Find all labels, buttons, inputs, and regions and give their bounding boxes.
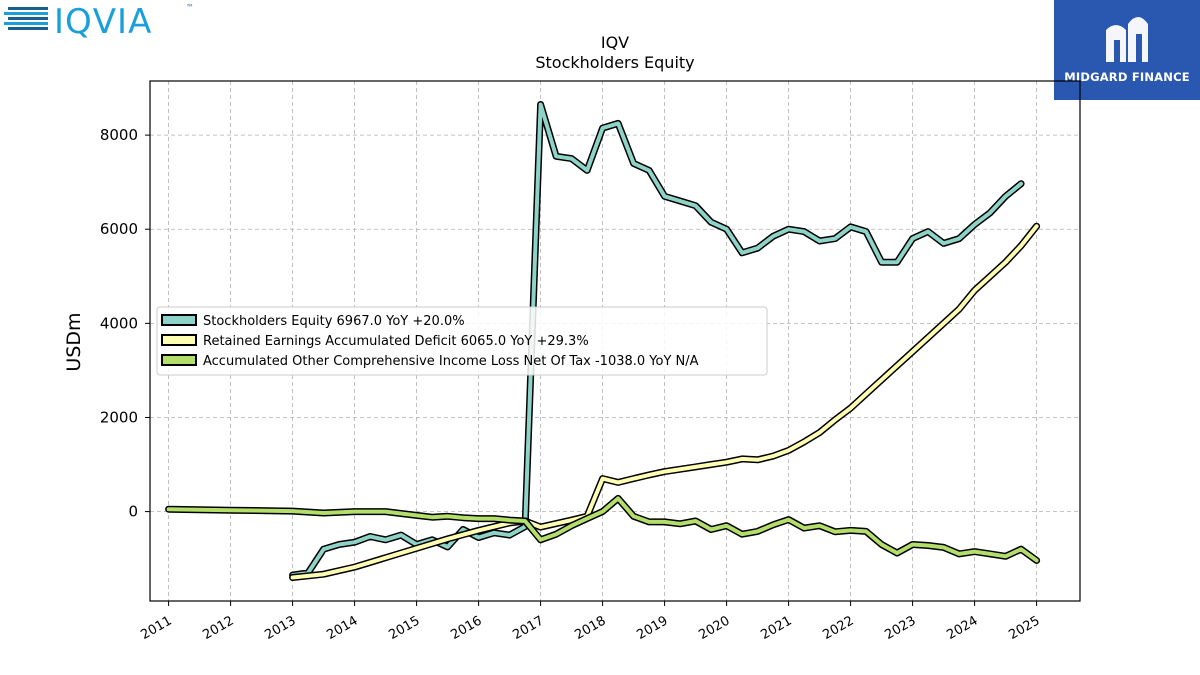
y-axis: 0 2000 4000 6000 8000	[100, 126, 150, 521]
series-2-line	[290, 224, 1039, 580]
x-tick-label: 2024	[944, 613, 980, 643]
y-tick-label: 6000	[100, 220, 138, 238]
series-3	[165, 494, 1041, 564]
legend-swatch-2	[161, 334, 197, 346]
x-axis: 2011 2012 2013 2014 2015 2016 2017 2018 2019 2020…	[138, 601, 1043, 643]
x-tick-label: 2016	[448, 613, 484, 643]
x-tick-label: 2015	[386, 613, 422, 643]
midgard-finance-logo: MIDGARD FINANCE	[1054, 0, 1200, 100]
midgard-wordmark: MIDGARD FINANCE	[1064, 70, 1190, 84]
x-tick-label: 2025	[1006, 613, 1042, 643]
chart-subtitle: Stockholders Equity	[535, 53, 694, 72]
legend: Stockholders Equity 6967.0 YoY +20.0% Ret…	[156, 306, 768, 376]
plot-frame	[149, 80, 1081, 602]
x-tick-label: 2012	[200, 613, 236, 643]
series-2	[289, 222, 1041, 581]
x-tick-label: 2018	[572, 613, 608, 643]
x-tick-label: 2022	[820, 613, 856, 643]
y-tick-label: 8000	[100, 126, 138, 144]
y-tick-label: 4000	[100, 314, 138, 332]
legend-label-1: Stockholders Equity 6967.0 YoY +20.0%	[203, 314, 465, 329]
x-tick-label: 2023	[882, 613, 918, 643]
iqvia-logo: IQVIA ™	[4, 2, 194, 40]
series-1	[289, 101, 1025, 579]
y-axis-label: USDm	[63, 312, 85, 371]
legend-swatch-1	[161, 314, 197, 326]
x-tick-label: 2020	[696, 613, 732, 643]
midgard-emblem-icon	[1106, 17, 1148, 62]
x-tick-label: 2021	[758, 613, 794, 643]
iqvia-stripes-icon	[4, 7, 48, 30]
legend-swatch-3	[161, 354, 197, 366]
series-3-line	[166, 496, 1039, 563]
x-tick-label: 2013	[262, 613, 298, 643]
series-layer	[165, 101, 1041, 581]
iqvia-trademark: ™	[186, 3, 194, 12]
chart-title: IQV	[601, 33, 629, 52]
y-tick-label: 2000	[100, 408, 138, 426]
y-tick-label: 0	[128, 503, 138, 521]
legend-label-3: Accumulated Other Comprehensive Income L…	[203, 354, 699, 369]
x-tick-label: 2014	[324, 613, 360, 643]
x-tick-label: 2019	[634, 613, 670, 643]
series-1-line	[290, 102, 1024, 578]
legend-box	[156, 306, 768, 376]
iqvia-wordmark: IQVIA	[54, 2, 152, 40]
x-tick-label: 2017	[510, 613, 546, 643]
legend-label-2: Retained Earnings Accumulated Deficit 60…	[203, 334, 589, 349]
x-tick-label: 2011	[138, 613, 174, 643]
